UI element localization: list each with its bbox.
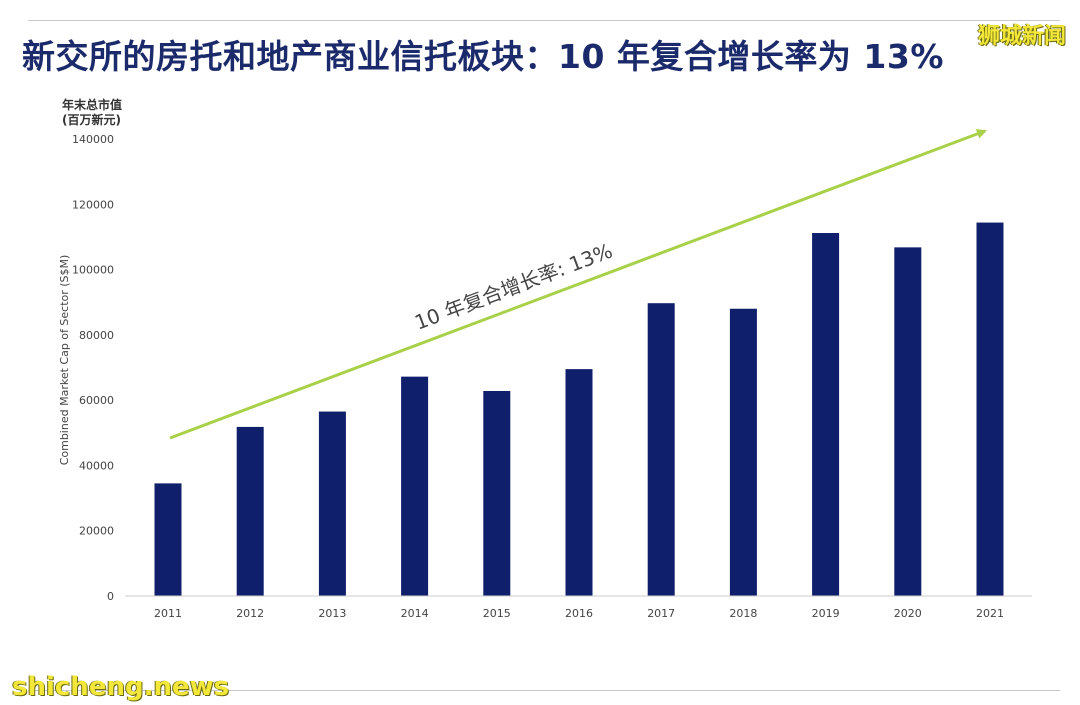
y-unit-label-line2: (百万新元)	[62, 113, 121, 127]
x-tick-label: 2013	[318, 607, 346, 620]
y-tick-label: 120000	[72, 198, 114, 211]
page-title: 新交所的房托和地产商业信托板块：10 年复合增长率为 13%	[22, 37, 944, 76]
top-rule	[28, 20, 1060, 21]
x-tick-label: 2012	[236, 607, 264, 620]
y-tick-label: 20000	[79, 525, 114, 538]
y-tick-label: 100000	[72, 264, 114, 277]
x-tick-label: 2019	[812, 607, 840, 620]
x-tick-label: 2011	[154, 607, 182, 620]
x-tick-label: 2020	[894, 607, 922, 620]
y-tick-label: 40000	[79, 459, 114, 472]
bar-2020	[894, 247, 922, 597]
bar-2018	[729, 308, 757, 596]
bar-2015	[483, 391, 511, 596]
x-tick-label: 2014	[401, 607, 429, 620]
bar-2012	[236, 426, 264, 596]
bar-2017	[647, 303, 675, 596]
y-tick-label: 80000	[79, 329, 114, 342]
x-tick-label: 2015	[483, 607, 511, 620]
x-tick-label: 2021	[976, 607, 1004, 620]
watermark-bottom-left: shicheng.news	[12, 672, 230, 702]
bar-2014	[401, 376, 429, 596]
y-unit-label-line1: 年末总市值	[62, 98, 123, 112]
watermark-top-right: 狮城新闻	[977, 24, 1066, 49]
y-tick-label: 60000	[79, 394, 114, 407]
y-tick-label: 0	[107, 590, 114, 603]
bar-2019	[812, 233, 840, 597]
x-tick-label: 2018	[729, 607, 757, 620]
x-tick-label: 2016	[565, 607, 593, 620]
bar-2016	[565, 369, 593, 596]
cagr-annotation: 10 年复合增长率: 13%	[411, 239, 615, 335]
x-tick-label: 2017	[647, 607, 675, 620]
y-axis-label: Combined Market Cap of Sector (S$M)	[58, 255, 71, 466]
bar-2011	[154, 483, 182, 596]
bar-2013	[318, 411, 346, 596]
y-tick-label: 140000	[72, 133, 114, 146]
growth-arrow	[169, 129, 987, 440]
bar-2021	[976, 222, 1004, 596]
bottom-rule	[28, 690, 1060, 691]
